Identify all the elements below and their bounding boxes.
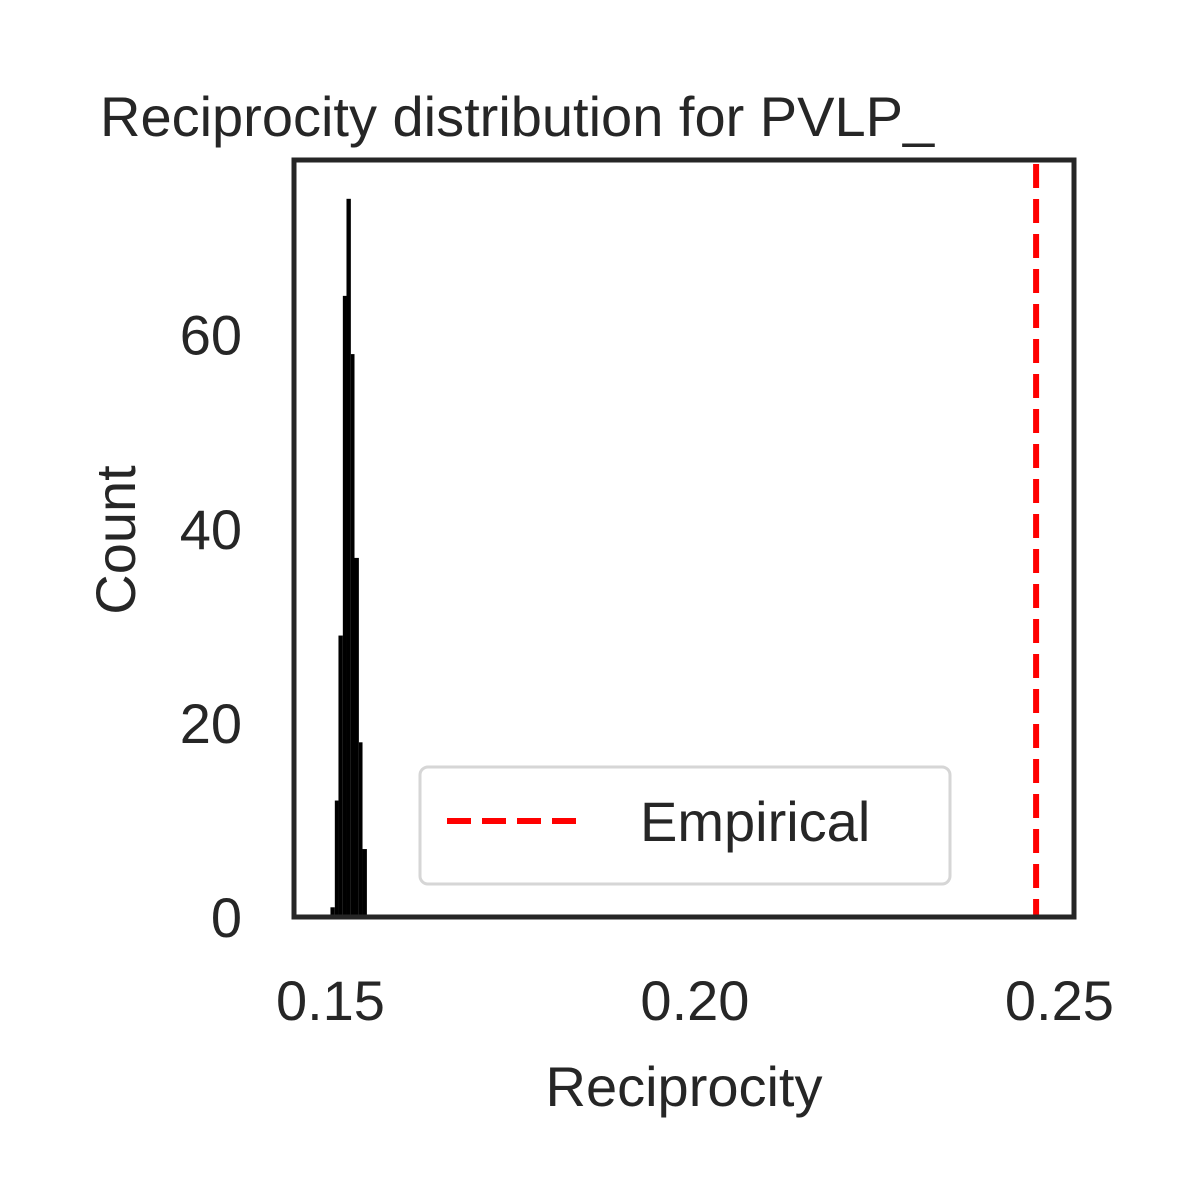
y-tick-label: 20 [180,692,242,755]
y-axis-ticks: 0 20 40 60 [180,304,242,949]
histogram-bar-3 [342,295,347,917]
legend: Empirical [418,765,952,886]
histogram-bar-6 [354,557,359,917]
chart-title: Reciprocity distribution for PVLP_ [100,85,935,148]
y-tick-label: 60 [180,304,242,367]
histogram-bars [330,198,367,918]
x-tick-label: 0.15 [276,969,385,1032]
histogram-bar-8 [362,849,367,917]
histogram-bar-1 [334,800,339,917]
y-axis-label: Count [84,465,147,615]
y-tick-label: 40 [180,498,242,561]
histogram-bar-4 [346,198,351,918]
x-tick-label: 0.25 [1005,969,1114,1032]
plot-frame [291,157,1077,920]
histogram-bar-7 [358,742,363,917]
histogram-bar-2 [338,635,343,917]
histogram-bar-0 [330,907,335,917]
legend-box [418,765,952,886]
x-axis-label: Reciprocity [546,1055,823,1118]
x-tick-label: 0.20 [640,969,749,1032]
y-tick-label: 0 [211,886,242,949]
legend-label-empirical: Empirical [640,790,870,853]
x-axis-ticks: 0.15 0.20 0.25 [276,969,1114,1032]
histogram-bar-5 [350,354,355,918]
